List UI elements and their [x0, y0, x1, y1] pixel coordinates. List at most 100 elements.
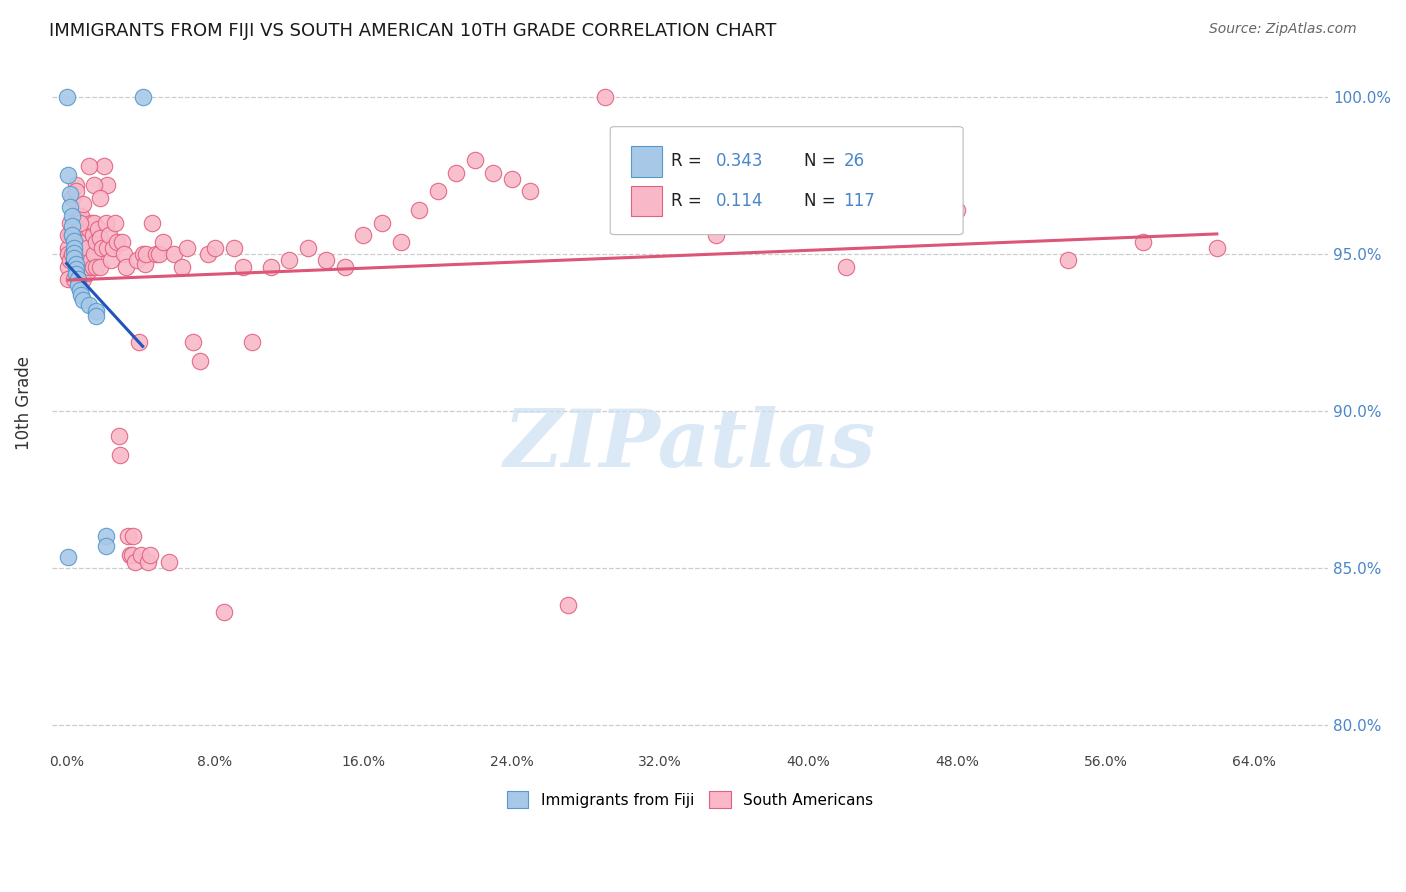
Point [77, 159, 100, 173]
Point [204, 241, 226, 255]
Point [76, 266, 98, 280]
Point [89, 191, 111, 205]
Point [464, 153, 486, 167]
Point [63, 251, 86, 265]
Point [100, 253, 122, 268]
Point [593, 90, 616, 104]
Point [94, 529, 117, 543]
Point [131, 90, 153, 104]
Point [93, 159, 115, 173]
Point [77, 260, 100, 274]
Text: IMMIGRANTS FROM FIJI VS SOUTH AMERICAN 10TH GRADE CORRELATION CHART: IMMIGRANTS FROM FIJI VS SOUTH AMERICAN 1… [49, 22, 776, 40]
Point [315, 253, 337, 268]
Point [946, 203, 969, 218]
Point [96, 241, 118, 255]
Point [60, 228, 83, 243]
Point [72, 293, 94, 307]
Point [77, 298, 100, 312]
Text: R =: R = [671, 153, 707, 170]
Point [761, 216, 783, 230]
Point [98, 228, 121, 243]
Point [70, 210, 93, 224]
Point [240, 334, 263, 349]
Point [72, 197, 94, 211]
Point [66, 260, 89, 274]
Text: N =: N = [804, 153, 841, 170]
Point [59, 216, 82, 230]
Point [181, 334, 204, 349]
Point [69, 283, 91, 297]
Point [118, 549, 141, 563]
Point [72, 272, 94, 286]
Point [70, 288, 93, 302]
Point [82, 228, 104, 243]
Text: Source: ZipAtlas.com: Source: ZipAtlas.com [1209, 22, 1357, 37]
Point [333, 260, 356, 274]
Point [75, 260, 97, 274]
Point [408, 203, 430, 218]
Point [214, 605, 236, 619]
Point [65, 185, 87, 199]
Point [163, 247, 186, 261]
Point [94, 540, 117, 554]
Point [58, 272, 80, 286]
Point [557, 599, 579, 613]
Point [83, 216, 105, 230]
Point [389, 235, 412, 249]
Point [58, 241, 80, 255]
Point [58, 168, 80, 182]
Point [170, 260, 193, 274]
Point [128, 334, 150, 349]
Point [65, 267, 87, 281]
Point [176, 241, 198, 255]
Point [59, 253, 82, 268]
Point [157, 555, 180, 569]
Point [222, 241, 245, 255]
Point [69, 216, 91, 230]
Point [87, 222, 110, 236]
Point [501, 171, 523, 186]
Point [104, 216, 127, 230]
Point [63, 245, 86, 260]
Text: 0.343: 0.343 [716, 153, 763, 170]
Point [352, 228, 374, 243]
Text: 26: 26 [844, 153, 865, 170]
Point [1057, 253, 1080, 268]
Point [134, 256, 156, 270]
Point [58, 228, 80, 243]
Point [1205, 241, 1227, 255]
Point [136, 555, 159, 569]
Point [129, 549, 152, 563]
Point [84, 260, 107, 274]
Point [63, 240, 86, 254]
Point [66, 272, 89, 286]
Text: N =: N = [804, 192, 841, 210]
Point [127, 253, 149, 268]
Point [55, 90, 77, 104]
Legend: Immigrants from Fiji, South Americans: Immigrants from Fiji, South Americans [501, 785, 879, 814]
Point [297, 241, 319, 255]
Point [188, 353, 211, 368]
Point [115, 260, 138, 274]
Point [60, 219, 83, 234]
Point [426, 185, 449, 199]
Point [117, 529, 139, 543]
Point [58, 550, 80, 565]
Point [141, 216, 163, 230]
Point [63, 253, 86, 268]
Point [197, 247, 219, 261]
Point [63, 234, 86, 248]
Point [58, 260, 80, 274]
Point [371, 216, 394, 230]
Point [80, 253, 103, 268]
Point [65, 256, 87, 270]
Point [60, 247, 83, 261]
Point [59, 187, 82, 202]
Text: 117: 117 [844, 192, 876, 210]
Point [70, 241, 93, 255]
Point [105, 235, 128, 249]
Point [60, 191, 83, 205]
Point [66, 235, 89, 249]
Point [60, 210, 83, 224]
Point [835, 260, 858, 274]
